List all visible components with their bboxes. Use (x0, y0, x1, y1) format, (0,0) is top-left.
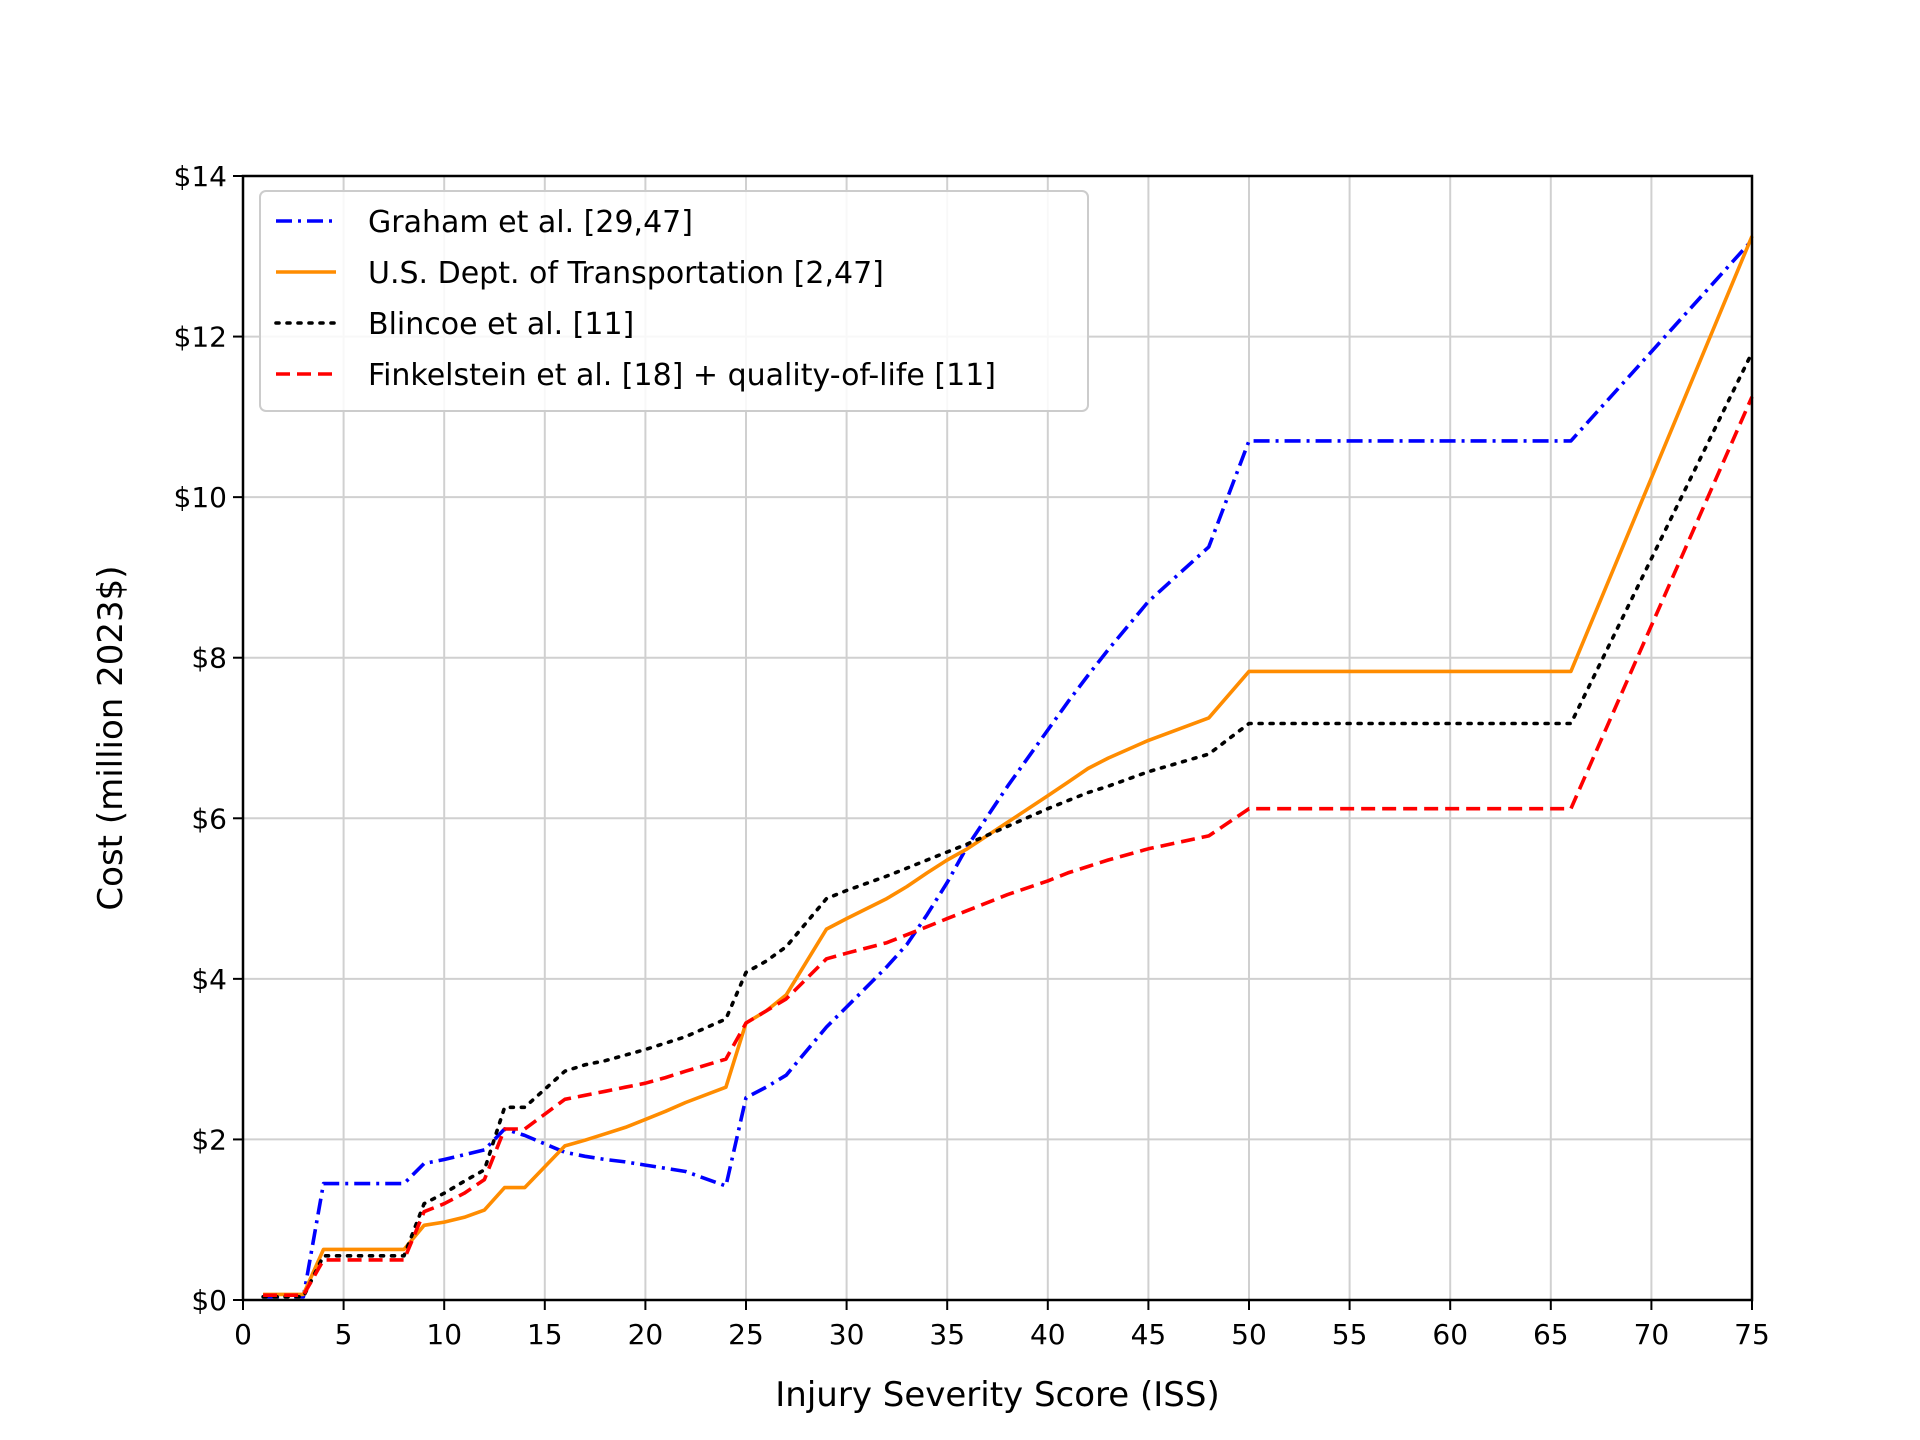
legend-label: Finkelstein et al. [18] + quality-of-lif… (368, 358, 996, 393)
y-tick-label: $6 (191, 802, 227, 835)
x-axis-label: Injury Severity Score (ISS) (775, 1375, 1219, 1415)
y-tick-label: $8 (191, 642, 227, 675)
x-tick-label: 40 (1030, 1318, 1066, 1351)
x-tick-label: 70 (1634, 1318, 1670, 1351)
y-tick-label: $2 (191, 1123, 227, 1156)
y-axis: $0 $2 $4 $6 $8 $10 $12 $14 (174, 160, 243, 1317)
legend-label: U.S. Dept. of Transportation [2,47] (368, 256, 884, 291)
y-tick-label: $14 (174, 160, 227, 193)
x-tick-label: 65 (1533, 1318, 1569, 1351)
x-tick-label: 20 (628, 1318, 664, 1351)
legend-label: Blincoe et al. [11] (368, 307, 634, 342)
legend: Graham et al. [29,47] U.S. Dept. of Trans… (259, 190, 1089, 412)
x-tick-label: 75 (1734, 1318, 1770, 1351)
x-tick-label: 25 (728, 1318, 764, 1351)
y-tick-label: $4 (191, 963, 227, 996)
series-line-2 (263, 235, 1754, 1297)
plot-frame (241, 174, 1754, 1302)
x-tick-label: 55 (1332, 1318, 1368, 1351)
x-tick-label: 15 (527, 1318, 563, 1351)
x-axis: 0 5 10 15 20 25 30 35 40 45 50 55 60 65 70 75 (234, 1300, 1770, 1351)
legend-box (259, 190, 1089, 412)
x-tick-label: 35 (929, 1318, 965, 1351)
legend-label: Graham et al. [29,47] (368, 205, 693, 240)
x-tick-label: 60 (1432, 1318, 1468, 1351)
x-tick-label: 0 (234, 1318, 252, 1351)
x-tick-label: 50 (1231, 1318, 1267, 1351)
x-tick-label: 45 (1131, 1318, 1167, 1351)
y-tick-label: $0 (191, 1284, 227, 1317)
x-tick-label: 30 (829, 1318, 865, 1351)
series-line-4 (263, 396, 1754, 1297)
x-tick-label: 5 (335, 1318, 353, 1351)
y-tick-label: $10 (174, 481, 227, 514)
series-line-1 (263, 238, 1754, 1299)
y-axis-label: Cost (million 2023$) (91, 565, 131, 910)
y-tick-label: $12 (174, 321, 227, 354)
x-tick-label: 10 (426, 1318, 462, 1351)
series-layer (261, 235, 1754, 1299)
